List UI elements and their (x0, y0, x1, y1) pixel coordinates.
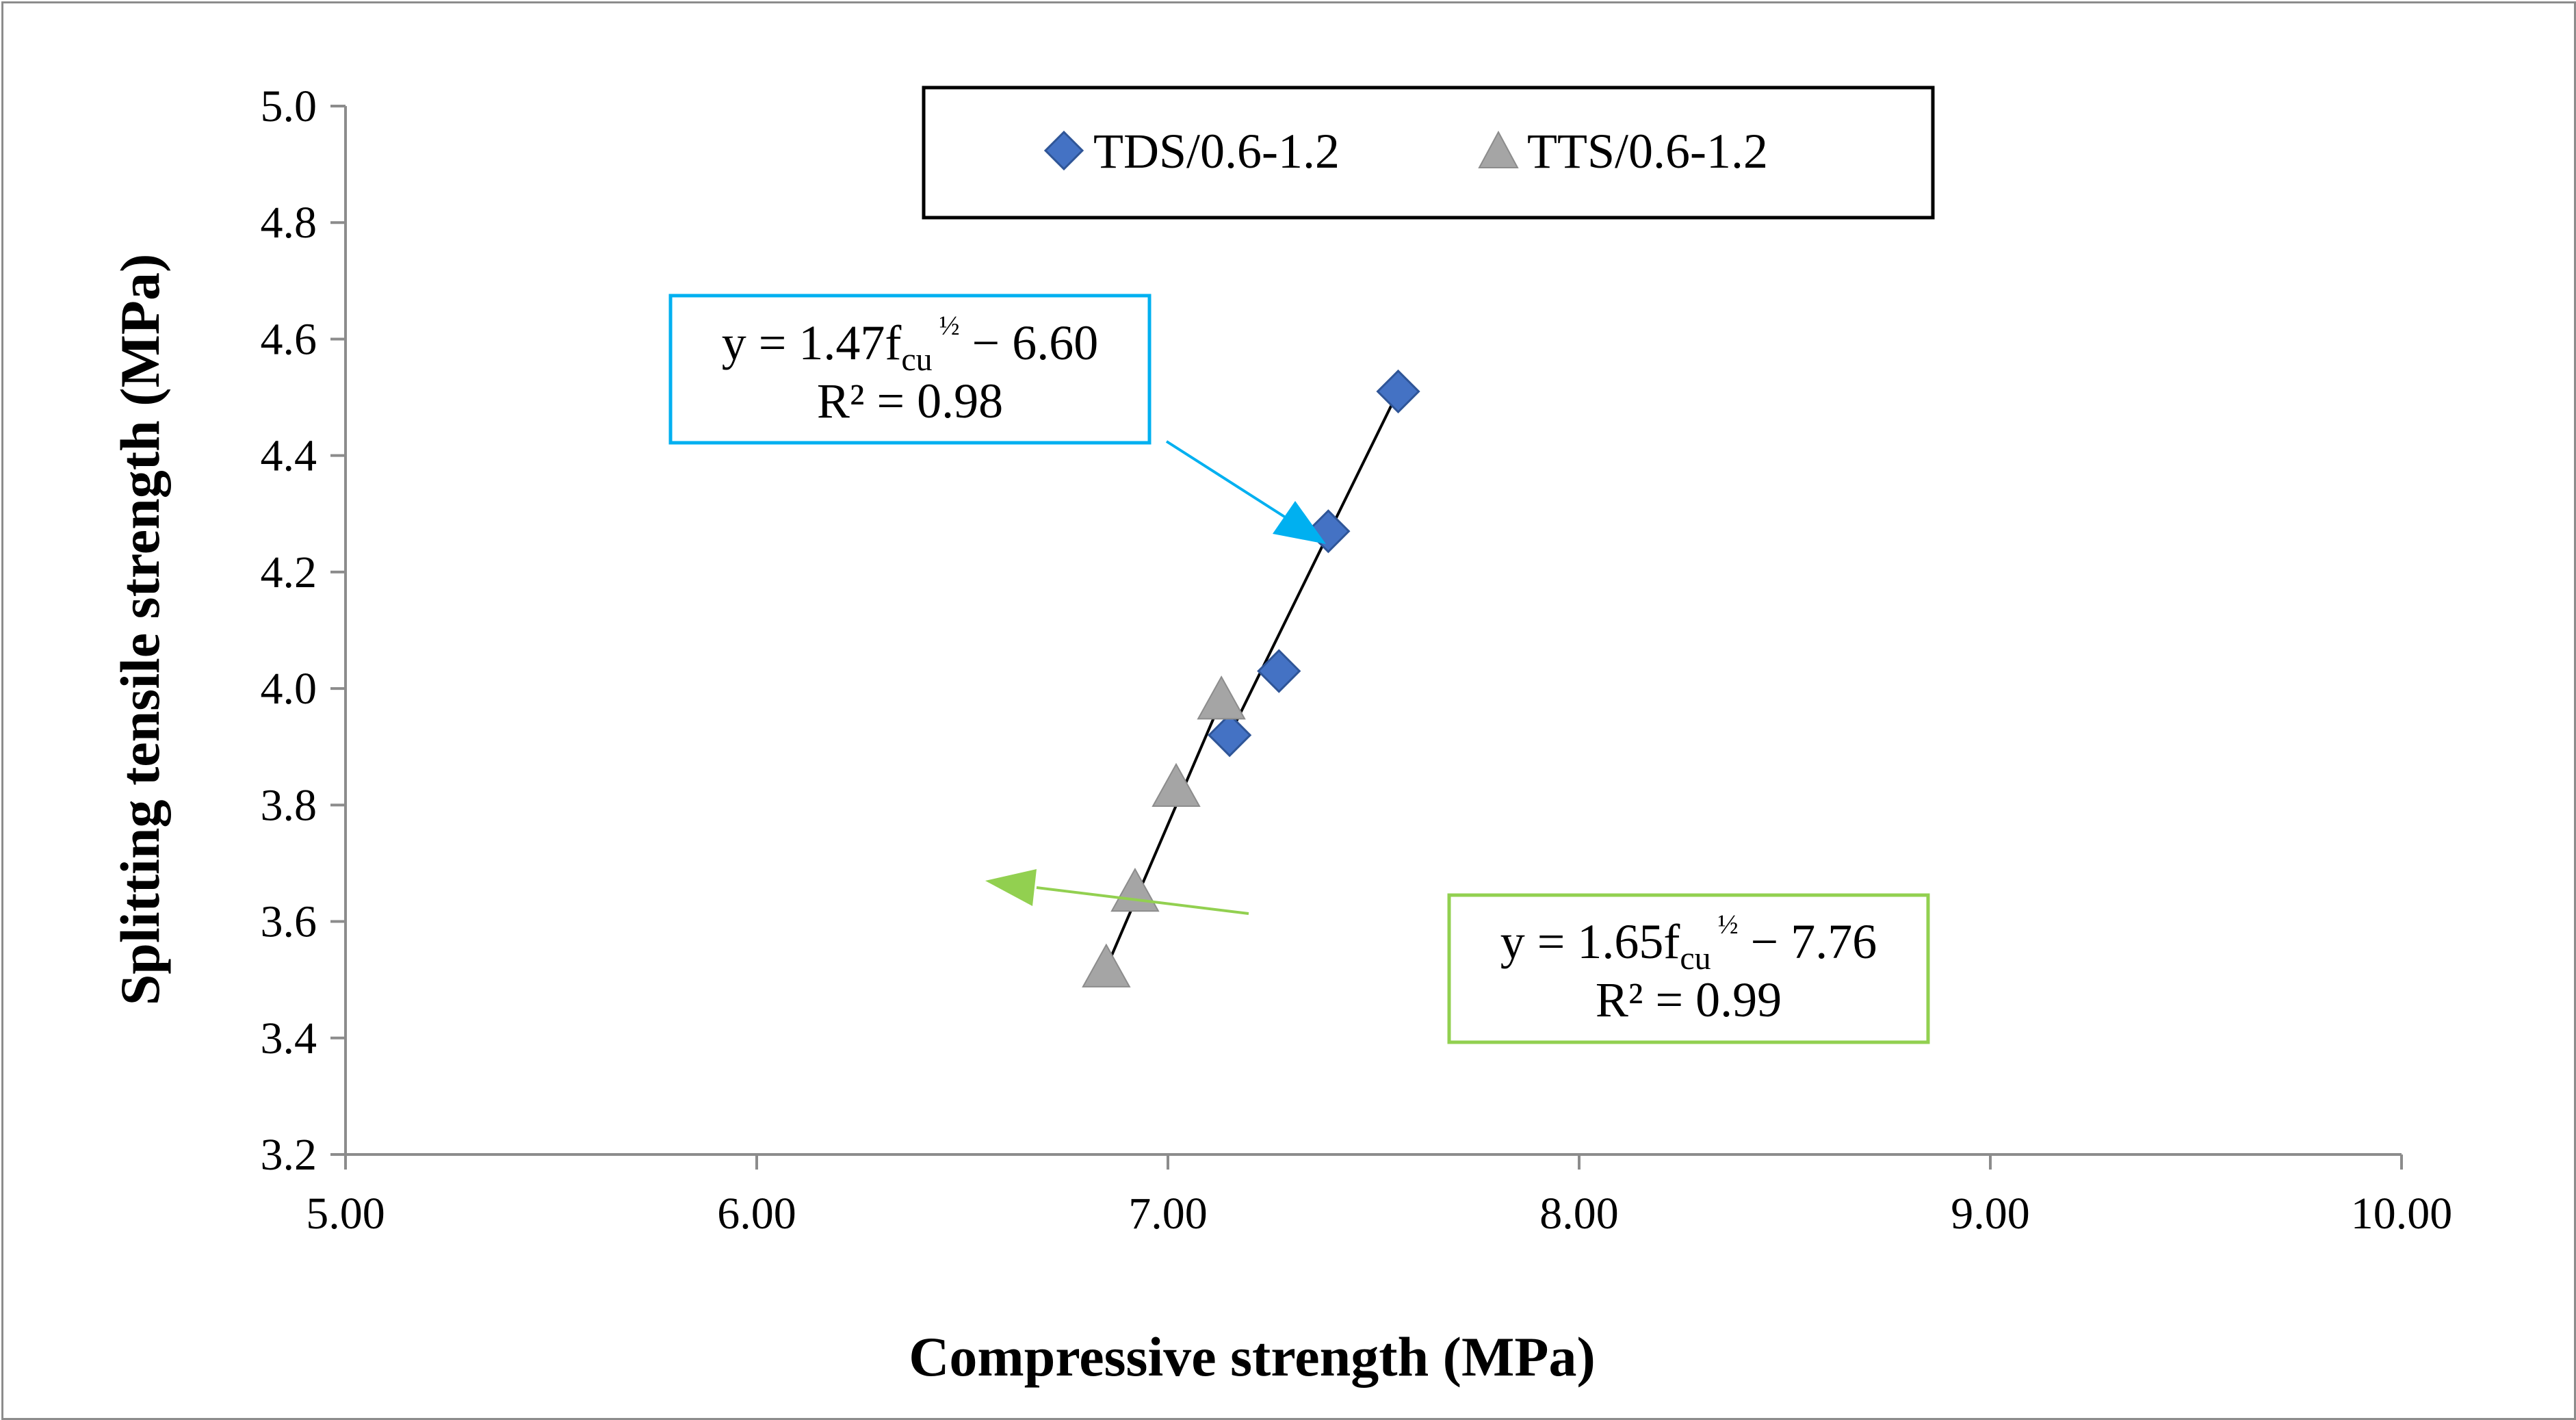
data-point-tts (1197, 675, 1246, 720)
equation-text-tds: y = 1.47fcu½ − 6.60 (722, 310, 1099, 378)
legend-box (922, 86, 1935, 220)
data-point-tts (1110, 867, 1160, 912)
equation-text-tts: y = 1.65fcu½ − 7.76 (1500, 909, 1877, 977)
r2-text-tts: R² = 0.99 (1596, 972, 1782, 1027)
y-tick-label: 4.0 (261, 664, 317, 714)
r2-text-tds: R² = 0.98 (817, 374, 1003, 428)
data-point-tts (1082, 943, 1131, 987)
legend: TDS/0.6-1.2 TTS/0.6-1.2 (922, 86, 1935, 220)
equation-box-tts (1447, 893, 1930, 1044)
equation-label-tts: y = 1.65fcu½ − 7.76 R² = 0.99 (1447, 893, 1930, 1044)
x-tick-label: 5.00 (306, 1189, 385, 1239)
arrowhead-tts-icon (985, 869, 1037, 906)
data-point-tds (1208, 713, 1252, 758)
y-tick-label: 4.8 (261, 198, 317, 248)
x-tick-label: 10.00 (2351, 1189, 2453, 1239)
y-tick-label: 4.4 (261, 431, 317, 481)
trendline-tts (1105, 699, 1223, 969)
equation-box-tds (668, 294, 1152, 445)
y-tick-label: 4.2 (261, 547, 317, 597)
y-tick-label: 3.6 (261, 897, 317, 947)
y-tick-label: 3.8 (261, 780, 317, 830)
equation-arrow-tts (1036, 886, 1249, 915)
x-tick-label: 6.00 (717, 1189, 796, 1239)
data-point-tds (1376, 369, 1420, 414)
trendline-tds (1228, 391, 1400, 736)
y-axis-title: Splitting tensile strength (MPa) (109, 254, 171, 1006)
x-axis-title: Compressive strength (MPa) (909, 1326, 1596, 1388)
data-point-tds (1257, 649, 1301, 693)
x-tick-label: 8.00 (1539, 1189, 1619, 1239)
equation-arrow-tds (1165, 440, 1291, 521)
x-axis-ticks: 5.00 6.00 7.00 8.00 9.00 10.00 (306, 1154, 2452, 1239)
arrowhead-tds-icon (1273, 501, 1326, 544)
y-tick-label: 5.0 (261, 81, 317, 131)
legend-diamond-icon (1043, 130, 1084, 171)
y-tick-label: 3.4 (261, 1014, 317, 1063)
legend-label-tds: TDS/0.6-1.2 (1093, 124, 1340, 179)
x-tick-label: 7.00 (1128, 1189, 1208, 1239)
legend-triangle-icon (1478, 130, 1519, 168)
x-tick-label: 9.00 (1951, 1189, 2030, 1239)
y-tick-label: 4.6 (261, 314, 317, 364)
y-axis-ticks: 3.2 3.4 3.6 3.8 4.0 4.2 4.4 4.6 4.8 5.0 (261, 81, 346, 1180)
data-point-tts (1152, 762, 1201, 807)
equation-label-tds: y = 1.47fcu½ − 6.60 R² = 0.98 (668, 294, 1152, 445)
y-tick-label: 3.2 (261, 1130, 317, 1180)
legend-label-tts: TTS/0.6-1.2 (1527, 124, 1768, 179)
